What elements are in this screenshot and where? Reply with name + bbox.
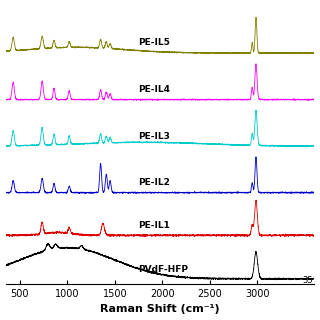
Text: PE-IL5: PE-IL5 xyxy=(139,38,171,47)
Text: PVdF-HFP: PVdF-HFP xyxy=(139,265,188,274)
Text: PE-IL4: PE-IL4 xyxy=(139,85,171,94)
Text: PE-IL2: PE-IL2 xyxy=(139,178,171,187)
Text: PE-IL1: PE-IL1 xyxy=(139,221,171,230)
X-axis label: Raman Shift (cm⁻¹): Raman Shift (cm⁻¹) xyxy=(100,304,220,315)
Text: 35: 35 xyxy=(302,276,313,285)
Text: PE-IL3: PE-IL3 xyxy=(139,132,171,140)
